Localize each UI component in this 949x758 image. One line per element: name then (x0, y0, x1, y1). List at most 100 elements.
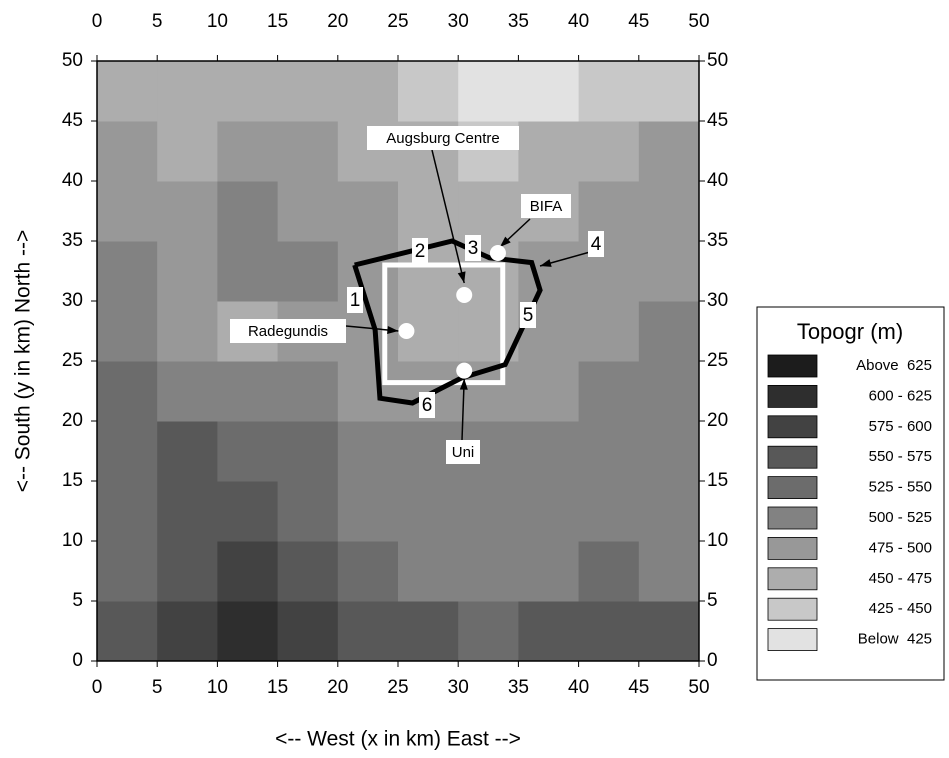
chart: <-- West (x in km) East --> <-- South (y… (0, 0, 949, 758)
x-tick-label: 20 (327, 677, 348, 698)
elevation-cell (278, 241, 339, 302)
elevation-cell (639, 181, 700, 242)
elevation-cell (97, 541, 158, 602)
elevation-cell (157, 181, 218, 242)
x-tick-label-top: 15 (267, 11, 288, 32)
elevation-cell (639, 241, 700, 302)
route-label: 4 (591, 234, 602, 255)
elevation-cell (97, 241, 158, 302)
elevation-cell (518, 121, 579, 182)
route-label: 6 (422, 395, 433, 416)
legend-label: 475 - 500 (869, 539, 932, 556)
x-tick-label-top: 25 (387, 11, 408, 32)
elevation-cell (458, 541, 519, 602)
x-tick-label-top: 40 (568, 11, 589, 32)
x-tick-label-top: 0 (92, 11, 103, 32)
legend-label: 550 - 575 (869, 448, 932, 465)
elevation-cell (217, 181, 278, 242)
elevation-cell (398, 181, 459, 242)
y-tick-label-right: 25 (707, 350, 728, 371)
elevation-cell (398, 601, 459, 662)
elevation-cell (278, 361, 339, 422)
elevation-cell (338, 361, 399, 422)
elevation-cell (217, 361, 278, 422)
x-tick-label: 45 (628, 677, 649, 698)
x-tick-label-top: 10 (207, 11, 228, 32)
site-label: Radegundis (248, 323, 328, 340)
y-tick-label: 50 (62, 50, 83, 71)
elevation-cell (338, 541, 399, 602)
x-tick-label-top: 20 (327, 11, 348, 32)
legend-label: 425 - 450 (869, 600, 932, 617)
elevation-cell (398, 61, 459, 122)
legend-label: 600 - 625 (869, 387, 932, 404)
elevation-cell (458, 601, 519, 662)
contour-field (97, 61, 700, 662)
legend-swatch (768, 568, 817, 590)
legend-swatch (768, 537, 817, 559)
route-label: 5 (523, 305, 534, 326)
y-tick-label-right: 15 (707, 470, 728, 491)
x-tick-label: 40 (568, 677, 589, 698)
elevation-cell (157, 301, 218, 362)
x-tick-label: 10 (207, 677, 228, 698)
legend-swatch (768, 385, 817, 407)
elevation-cell (518, 61, 579, 122)
y-tick-label: 40 (62, 170, 83, 191)
y-tick-label: 30 (62, 290, 83, 311)
elevation-cell (398, 541, 459, 602)
x-tick-label: 35 (508, 677, 529, 698)
y-tick-label-right: 5 (707, 590, 718, 611)
elevation-cell (579, 481, 640, 542)
site-label: Augsburg Centre (386, 130, 499, 147)
x-tick-label-top: 50 (688, 11, 709, 32)
elevation-cell (157, 241, 218, 302)
legend-label: Above 625 (856, 357, 932, 374)
elevation-cell (217, 541, 278, 602)
elevation-cell (639, 121, 700, 182)
elevation-cell (639, 301, 700, 362)
elevation-cell (338, 481, 399, 542)
elevation-cell (518, 241, 579, 302)
legend-swatch (768, 416, 817, 438)
elevation-cell (639, 61, 700, 122)
site-marker (490, 245, 506, 261)
elevation-cell (338, 181, 399, 242)
x-tick-label: 0 (92, 677, 103, 698)
y-tick-label: 45 (62, 110, 83, 131)
y-tick-label-right: 30 (707, 290, 728, 311)
elevation-cell (579, 61, 640, 122)
y-tick-label-right: 40 (707, 170, 728, 191)
legend-swatch (768, 598, 817, 620)
legend-label: Below 425 (858, 631, 932, 648)
route-label: 3 (468, 238, 479, 259)
site-marker (398, 323, 414, 339)
elevation-cell (639, 601, 700, 662)
x-tick-label-top: 30 (448, 11, 469, 32)
legend-swatch (768, 446, 817, 468)
elevation-cell (639, 361, 700, 422)
elevation-cell (278, 61, 339, 122)
elevation-cell (97, 181, 158, 242)
elevation-cell (518, 421, 579, 482)
elevation-cell (217, 421, 278, 482)
site-label: Uni (452, 444, 475, 461)
elevation-cell (639, 541, 700, 602)
site-marker (456, 287, 472, 303)
legend-swatch (768, 507, 817, 529)
elevation-cell (518, 541, 579, 602)
legend-swatch (768, 477, 817, 499)
y-tick-label-right: 50 (707, 50, 728, 71)
route-label: 1 (350, 290, 361, 311)
x-tick-label: 5 (152, 677, 163, 698)
y-tick-label: 15 (62, 470, 83, 491)
y-tick-label: 35 (62, 230, 83, 251)
y-tick-label: 5 (72, 590, 83, 611)
x-tick-label: 25 (387, 677, 408, 698)
legend-label: 525 - 550 (869, 479, 932, 496)
elevation-cell (217, 601, 278, 662)
elevation-cell (97, 481, 158, 542)
elevation-cell (97, 121, 158, 182)
y-tick-label: 0 (72, 650, 83, 671)
y-tick-label-right: 0 (707, 650, 718, 671)
